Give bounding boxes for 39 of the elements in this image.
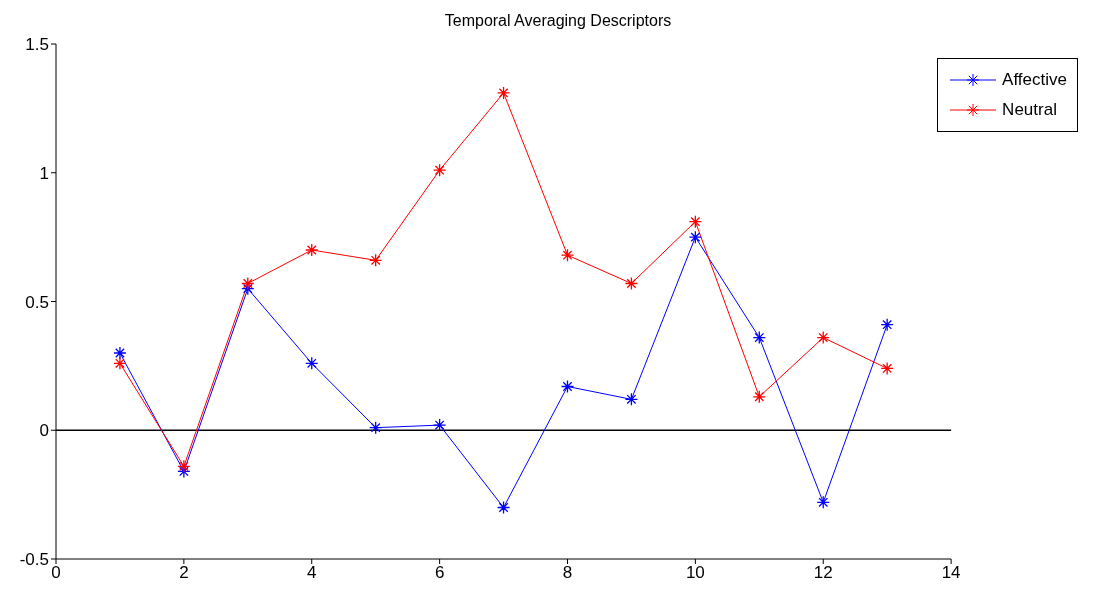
y-tick-label: 0.5 [25, 292, 49, 312]
x-tick-label: 14 [941, 563, 961, 583]
point [369, 421, 383, 435]
point [560, 248, 575, 262]
point [816, 330, 830, 345]
point [369, 253, 383, 267]
x-tick-label: 2 [179, 563, 189, 583]
point [305, 356, 319, 370]
x-tick-label: 8 [562, 563, 573, 583]
y-tick-label: 1.5 [25, 35, 49, 55]
x-tick-label: 4 [307, 563, 317, 583]
x-tick-label: 12 [813, 563, 833, 583]
point [496, 500, 511, 515]
point [432, 163, 447, 177]
point [560, 379, 575, 394]
point [624, 392, 639, 406]
legend-label: Affective [1002, 70, 1067, 90]
point [113, 346, 127, 360]
point [752, 390, 766, 404]
point [624, 276, 639, 291]
y-tick-label: 1 [39, 163, 49, 183]
point [496, 86, 511, 100]
point [113, 356, 127, 370]
point [177, 459, 191, 473]
x-tick-label: 6 [434, 563, 445, 583]
y-tick-label: -0.5 [19, 550, 49, 570]
chart-title: Temporal Averaging Descriptors [443, 11, 673, 31]
point [688, 230, 703, 244]
point [432, 418, 447, 432]
point [305, 243, 319, 257]
point [688, 215, 703, 229]
point [752, 330, 766, 345]
point [241, 276, 255, 291]
legend-label: Neutral [1002, 100, 1057, 120]
point [880, 361, 894, 376]
x-tick-label: 10 [685, 563, 705, 583]
y-tick-label: 0 [39, 421, 49, 441]
point [880, 318, 894, 332]
point [816, 495, 830, 509]
